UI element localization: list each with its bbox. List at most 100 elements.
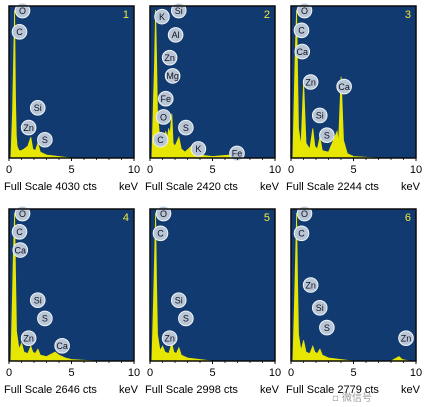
- x-tick-label: 0: [288, 367, 294, 379]
- peak-label-text: C: [298, 26, 305, 36]
- peak-label-c: C: [152, 225, 169, 242]
- peak-label-c: C: [293, 225, 310, 242]
- panel-number: 3: [405, 9, 411, 21]
- peak-label-si: Si: [29, 292, 46, 308]
- peak-label-circle: [37, 310, 53, 327]
- full-scale-label: Full Scale 2646 cts: [4, 384, 97, 396]
- peak-label-text: S: [42, 135, 48, 145]
- peak-label-zn: Zn: [20, 119, 37, 136]
- x-tick-label: 0: [288, 164, 294, 176]
- peak-label-text: Si: [175, 296, 183, 306]
- peak-label-zn: Zn: [398, 330, 414, 346]
- peak-label-text: K: [159, 12, 165, 22]
- peak-label-text: Si: [34, 103, 42, 113]
- peak-label-o: O: [14, 3, 31, 19]
- peak-label-o: O: [155, 206, 172, 222]
- peak-label-fe: Fe: [157, 90, 174, 107]
- peak-label-zn: Zn: [302, 74, 319, 90]
- panel-number: 6: [405, 212, 411, 224]
- x-tick-label: 0: [6, 164, 12, 176]
- peak-label-text: O: [301, 6, 308, 16]
- x-tick-label: 10: [128, 367, 140, 379]
- spectrum-panel-2: K Si Al Zn Mg Fe O S C K Fe 2 0 5 10 Full Scale 2420 ct…: [144, 3, 281, 195]
- peak-label-s: S: [178, 119, 194, 136]
- spectrum-panel-1: O C Si Zn S 1 0 5 10 Full Scale 4030 cts keV: [3, 3, 140, 195]
- spectrum-chart-5: OC SiS Zn 5 0 5 10 Full Scale 2998 cts keV: [145, 206, 281, 396]
- full-scale-label: Full Scale 2244 cts: [286, 181, 379, 193]
- peak-label-c: C: [11, 24, 28, 40]
- peak-label-k: K: [190, 141, 207, 157]
- full-scale-label: Full Scale 2779 cts: [286, 384, 379, 396]
- peak-label-s: S: [319, 127, 335, 143]
- peak-label-text: Ca: [338, 82, 350, 92]
- peak-label-k: K: [154, 8, 170, 25]
- spectrum-trace: [292, 9, 416, 159]
- peak-label-text: Zn: [23, 334, 34, 344]
- x-tick-label: 5: [350, 367, 356, 379]
- x-tick-label: 5: [350, 164, 356, 176]
- peak-label-c: C: [293, 22, 310, 39]
- peak-label-text: O: [301, 209, 308, 219]
- peak-label-ca: Ca: [54, 338, 70, 354]
- peak-label-text: S: [183, 123, 189, 133]
- full-scale-label: Full Scale 4030 cts: [4, 181, 97, 193]
- peak-label-circle: [164, 68, 181, 84]
- peak-label-text: C: [157, 135, 164, 145]
- watermark: ▫ 微信号: [332, 393, 372, 404]
- peak-label-si: Si: [170, 3, 187, 19]
- x-tick-label: 5: [68, 367, 74, 379]
- full-scale-label: Full Scale 2420 cts: [145, 181, 238, 193]
- peak-label-circle: [161, 330, 178, 346]
- x-tick-label: 0: [147, 164, 153, 176]
- peak-label-circle: [170, 3, 187, 19]
- peak-label-text: Zn: [401, 334, 412, 344]
- peak-label-circle: [20, 330, 37, 346]
- peak-label-text: Mg: [166, 71, 179, 81]
- peak-label-ca: Ca: [294, 43, 311, 60]
- x-tick-label: 10: [269, 164, 281, 176]
- x-tick-label: 10: [269, 367, 281, 379]
- peak-label-fe: Fe: [229, 145, 245, 162]
- peak-label-text: C: [16, 27, 23, 37]
- peak-label-text: Zn: [23, 123, 34, 133]
- peak-label-circle: [178, 119, 194, 136]
- peak-label-ca: Ca: [12, 242, 29, 258]
- spectrum-panel-3: O C Ca Zn Ca Si S 3 0 5 10 Full Scale 2244 cts keV: [285, 3, 422, 195]
- peak-label-s: S: [37, 310, 53, 327]
- spectrum-chart-6: OC Zn SiS Zn 6 0 5 10 Full Scale 2779 cts keV: [286, 206, 422, 396]
- peak-label-circle: [293, 22, 310, 39]
- spectrum-chart-3: OC Ca Zn Ca SiS 3 0 5 10 Full Scale 2244 cts keV: [286, 3, 422, 193]
- peak-label-circle: [311, 300, 328, 316]
- peak-label-circle: [11, 224, 28, 240]
- peak-label-text: Zn: [305, 280, 316, 290]
- x-tick-label: 5: [68, 164, 74, 176]
- peak-label-circle: [319, 127, 335, 143]
- peak-label-text: Si: [316, 111, 324, 121]
- peak-label-circle: [155, 109, 172, 125]
- spectrum-panel-5: O C Si S Zn 5 0 5 10 Full Scale 2998 cts keV: [144, 206, 281, 398]
- peak-label-text: Zn: [164, 334, 175, 344]
- x-tick-label: 5: [209, 164, 215, 176]
- peak-label-zn: Zn: [161, 330, 178, 346]
- x-axis-unit-label: keV: [260, 181, 280, 193]
- peak-label-zn: Zn: [302, 277, 319, 293]
- peak-label-circle: [296, 206, 313, 222]
- x-tick-label: 10: [410, 164, 422, 176]
- x-axis-unit-label: keV: [401, 384, 421, 396]
- peak-label-ca: Ca: [336, 78, 352, 95]
- spectrum-chart-2: K Si Al Zn Mg Fe O S C K Fe 2 0 5 10 Full Scale 2420 ct…: [145, 3, 281, 193]
- peak-label-circle: [178, 310, 194, 327]
- peak-label-zn: Zn: [161, 49, 178, 66]
- full-scale-label: Full Scale 2998 cts: [145, 384, 238, 396]
- peak-label-circle: [14, 3, 31, 19]
- peak-label-circle: [152, 225, 169, 242]
- peak-label-s: S: [178, 310, 194, 327]
- peak-label-circle: [190, 141, 207, 157]
- peak-label-text: S: [183, 314, 189, 324]
- peak-label-circle: [29, 100, 46, 116]
- peak-label-al: Al: [167, 27, 184, 43]
- peak-label-circle: [229, 145, 245, 162]
- peak-label-text: O: [160, 209, 167, 219]
- peak-label-circle: [336, 78, 352, 95]
- peak-label-circle: [398, 330, 414, 346]
